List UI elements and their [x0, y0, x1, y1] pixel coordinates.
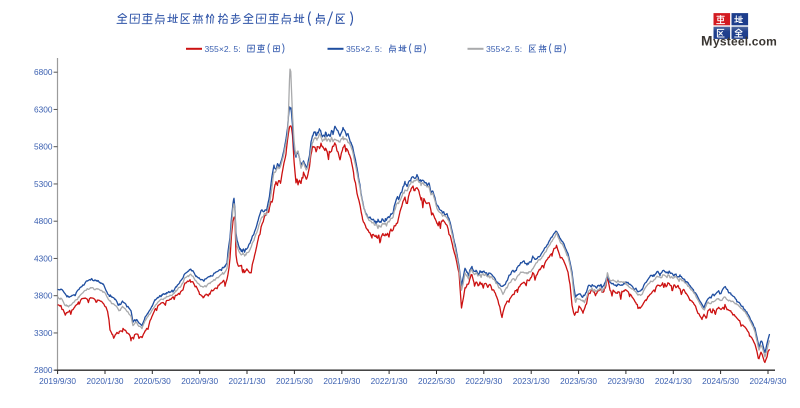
svg-text:2023/1/30: 2023/1/30	[513, 376, 550, 386]
svg-text:2021/1/30: 2021/1/30	[229, 376, 266, 386]
svg-text:ysteel.com: ysteel.com	[713, 34, 777, 48]
svg-text:355×2. 5:: 355×2. 5:	[346, 44, 382, 54]
svg-text:6300: 6300	[34, 104, 53, 114]
svg-text:4800: 4800	[34, 216, 53, 226]
svg-text:4300: 4300	[34, 253, 53, 263]
svg-text:2022/9/30: 2022/9/30	[465, 376, 502, 386]
svg-text:6800: 6800	[34, 67, 53, 77]
svg-text:2024/1/30: 2024/1/30	[655, 376, 692, 386]
svg-text:2020/5/30: 2020/5/30	[134, 376, 171, 386]
svg-text:M: M	[701, 34, 713, 49]
svg-text:2022/5/30: 2022/5/30	[418, 376, 455, 386]
svg-text:2021/5/30: 2021/5/30	[276, 376, 313, 386]
svg-text:2020/9/30: 2020/9/30	[181, 376, 218, 386]
svg-text:2020/1/30: 2020/1/30	[87, 376, 124, 386]
svg-text:2024/9/30: 2024/9/30	[750, 376, 787, 386]
svg-text:5300: 5300	[34, 179, 53, 189]
svg-text:3300: 3300	[34, 328, 53, 338]
svg-text:355×2. 5:: 355×2. 5:	[205, 44, 241, 54]
svg-text:2023/9/30: 2023/9/30	[607, 376, 644, 386]
svg-text:2022/1/30: 2022/1/30	[371, 376, 408, 386]
svg-text:5800: 5800	[34, 142, 53, 152]
svg-text:2800: 2800	[34, 365, 53, 375]
svg-text:2023/5/30: 2023/5/30	[560, 376, 597, 386]
svg-text:355×2. 5:: 355×2. 5:	[486, 44, 522, 54]
svg-text:2021/9/30: 2021/9/30	[323, 376, 360, 386]
svg-text:2019/9/30: 2019/9/30	[39, 376, 76, 386]
svg-text:3800: 3800	[34, 291, 53, 301]
svg-text:2024/5/30: 2024/5/30	[702, 376, 739, 386]
